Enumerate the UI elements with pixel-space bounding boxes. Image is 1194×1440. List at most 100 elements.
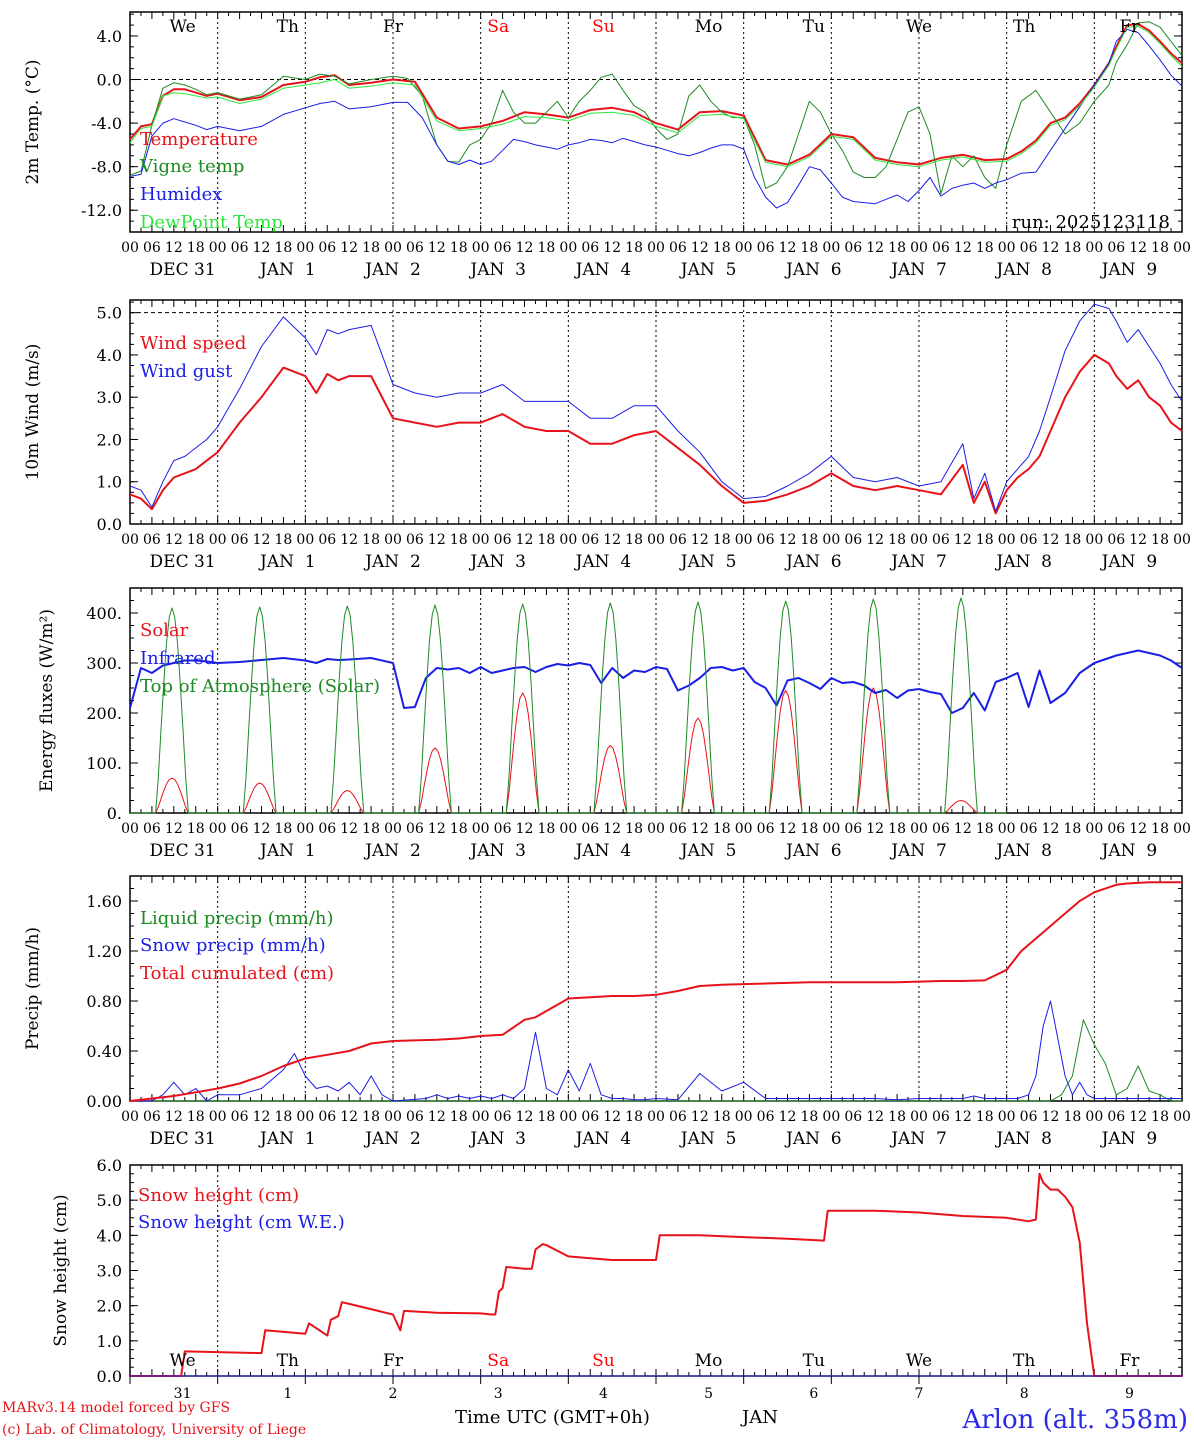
hour-label: 12 <box>954 1109 972 1125</box>
hour-label: 18 <box>713 532 731 548</box>
hour-label: 00 <box>296 240 314 256</box>
hour-label: 12 <box>954 240 972 256</box>
station-label: Arlon (alt. 358m) <box>961 1405 1188 1435</box>
date-label: JAN 5 <box>679 1129 737 1149</box>
hour-label: 06 <box>1107 532 1125 548</box>
hour-label: 06 <box>581 532 599 548</box>
y-axis-label: Snow height (cm) <box>51 1194 71 1346</box>
weekday-label: Th <box>277 1351 299 1371</box>
hour-label: 12 <box>866 532 884 548</box>
hour-label: 18 <box>1064 532 1082 548</box>
legend-label: Snow height (cm) <box>138 1185 299 1206</box>
series-temperature <box>129 23 1183 166</box>
hour-label: 18 <box>538 532 556 548</box>
date-label: JAN 6 <box>784 841 842 861</box>
date-label: JAN 7 <box>889 260 947 280</box>
hour-label: 18 <box>1151 1109 1169 1125</box>
credit-line-2: (c) Lab. of Climatology, University of L… <box>2 1422 306 1438</box>
y-axis-label: 10m Wind (m/s) <box>23 344 43 481</box>
y-tick-label: -12.0 <box>81 201 122 220</box>
hour-label: 00 <box>296 821 314 837</box>
run-label: run: 2025123118 <box>1012 212 1170 233</box>
y-tick-label: 1.0 <box>97 473 122 492</box>
hour-label: 06 <box>1107 1109 1125 1125</box>
series-humidex <box>129 28 1183 209</box>
y-tick-label: 200. <box>86 704 122 723</box>
y-tick-label: -8.0 <box>91 158 122 177</box>
hour-label: 18 <box>1151 532 1169 548</box>
y-tick-label: 1.60 <box>86 892 122 911</box>
hour-label: 12 <box>253 821 271 837</box>
series-infrared <box>129 649 1183 714</box>
weekday-label: Mo <box>695 1351 723 1371</box>
hour-label: 00 <box>472 240 490 256</box>
legend-temperature: Temperature Vigne temp Humidex DewPoint … <box>139 129 1170 233</box>
hour-label: 06 <box>143 1109 161 1125</box>
date-label: JAN 8 <box>994 260 1052 280</box>
hour-label: 06 <box>318 532 336 548</box>
date-label: JAN 3 <box>468 260 526 280</box>
weekday-label: Fr <box>1119 1351 1140 1371</box>
hour-label: 06 <box>932 240 950 256</box>
hour-label: 18 <box>625 1109 643 1125</box>
legend-label: Wind speed <box>140 333 246 354</box>
weekday-label: Su <box>592 1351 615 1371</box>
date-label: JAN 2 <box>363 552 421 572</box>
hour-label: 00 <box>1085 532 1103 548</box>
hour-label: 06 <box>757 532 775 548</box>
date-label: JAN 1 <box>258 552 316 572</box>
date-label: JAN 3 <box>468 552 526 572</box>
date-label: JAN 9 <box>1100 552 1158 572</box>
hour-label: 00 <box>998 1109 1016 1125</box>
hour-label: 12 <box>779 1109 797 1125</box>
hour-label: 18 <box>1064 821 1082 837</box>
day-number-label: 7 <box>915 1386 924 1402</box>
hour-label: 00 <box>822 240 840 256</box>
hour-label: 18 <box>275 240 293 256</box>
hour-label: 06 <box>844 821 862 837</box>
hour-label: 06 <box>1020 532 1038 548</box>
hour-label: 06 <box>143 821 161 837</box>
hour-label: 12 <box>954 532 972 548</box>
y-tick-label: 0.0 <box>97 515 122 534</box>
hour-label: 18 <box>888 240 906 256</box>
y-tick-label: 2.0 <box>97 430 122 449</box>
hour-label: 00 <box>998 240 1016 256</box>
y-tick-label: 1.20 <box>86 942 122 961</box>
hour-label: 18 <box>538 821 556 837</box>
hour-label: 12 <box>1129 1109 1147 1125</box>
legend-label: Temperature <box>140 129 258 150</box>
hour-label: 12 <box>866 821 884 837</box>
y-axis-label: Energy fluxes (W/m²) <box>37 609 57 792</box>
hour-label: 18 <box>1064 1109 1082 1125</box>
hour-label: 00 <box>121 532 139 548</box>
hour-label: 06 <box>318 1109 336 1125</box>
date-label: JAN 5 <box>679 260 737 280</box>
hour-label: 12 <box>516 532 534 548</box>
panel-snow-height: 0.0 1.0 2.0 3.0 4.0 5.0 6.0 Snow height (cm) We T… <box>51 1156 1183 1402</box>
hour-label: 12 <box>165 532 183 548</box>
legend-label: Snow height (cm W.E.) <box>138 1212 345 1233</box>
date-label: DEC 31 <box>150 1129 216 1149</box>
date-label: JAN 4 <box>574 260 632 280</box>
hour-label: 18 <box>976 821 994 837</box>
legend-label: Snow precip (mm/h) <box>140 935 326 956</box>
hour-label: 06 <box>406 240 424 256</box>
hour-label: 00 <box>735 1109 753 1125</box>
hour-label: 00 <box>209 240 227 256</box>
weekday-label: Mo <box>695 17 723 37</box>
hour-label: 18 <box>976 240 994 256</box>
hour-label: 00 <box>647 1109 665 1125</box>
hour-label: 06 <box>143 240 161 256</box>
hour-label: 18 <box>888 532 906 548</box>
hour-label: 06 <box>1107 240 1125 256</box>
day-number-label: 3 <box>494 1386 503 1402</box>
date-label: JAN 9 <box>1100 1129 1158 1149</box>
weekday-label: Fr <box>383 1351 404 1371</box>
hour-label: 06 <box>231 1109 249 1125</box>
hour-label: 18 <box>362 240 380 256</box>
weekday-label: Tu <box>803 1351 825 1371</box>
legend-snow: Snow height (cm) Snow height (cm W.E.) <box>138 1185 345 1233</box>
series-snow-precip-mm-h- <box>130 1000 1182 1102</box>
